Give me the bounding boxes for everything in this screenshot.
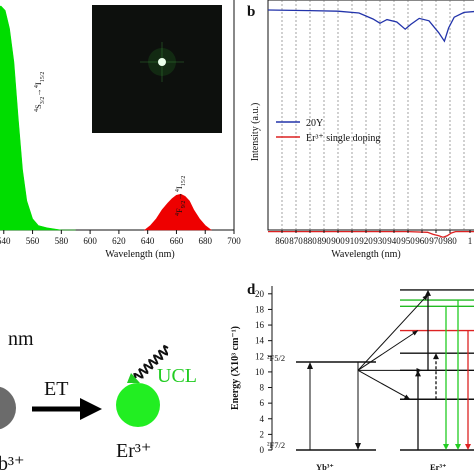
panel-b-x-label: Wavelength (nm) (331, 249, 400, 260)
energy-transfer-arrowhead (404, 394, 410, 400)
panel-b-x-tick-label: 880 (303, 236, 317, 246)
panel-c-nm-label: nm (8, 328, 34, 350)
panel-d-y-tick-label: 2 (260, 429, 265, 439)
yb-level-ground-label: ²F7/2 (267, 440, 285, 450)
panel-b-x-tick-label: 910 (345, 236, 359, 246)
er-ion-sphere (116, 383, 160, 427)
yb-level-excited-label: ²F5/2 (267, 353, 285, 363)
emission-wave-arrowhead (127, 373, 140, 383)
panel-b-series-er-single-line (268, 230, 474, 238)
panel-b-series (267, 9, 474, 238)
annotation-red-transition: 4F9/2→4I15/2 (174, 176, 187, 216)
panel-b-x-tick-label: 930 (373, 236, 387, 246)
legend-label-er: Er³⁺ single doping (306, 133, 380, 144)
yb-transfer-arrowhead (355, 443, 361, 450)
panel-b-x-tick-label: 960 (415, 236, 429, 246)
er-transition-arrowhead (443, 444, 449, 450)
panel-b-x-tick-label: 970 (429, 236, 443, 246)
panel-b-x-tick-label: 890 (317, 236, 331, 246)
legend-label-20y: 20Y (306, 118, 323, 129)
panel-d-y-tick-label: 6 (260, 398, 265, 408)
energy-transfer-line (357, 330, 419, 371)
panel-a-x-tick-label: 600 (83, 236, 97, 246)
energy-transfer-arrows (357, 289, 471, 450)
panel-b-series-20y-line (267, 9, 474, 43)
er-ion-label: Er³⁺ (116, 440, 151, 462)
panel-a-series (0, 5, 212, 231)
yb-absorption-arrowhead (307, 362, 313, 369)
energy-transfer-arrowhead (422, 294, 428, 301)
panel-d-y-tick-label: 12 (255, 351, 264, 361)
panel-a-x-tick-label: 560 (26, 236, 40, 246)
panel-b-dashed-grid (281, 0, 465, 230)
yb-ion-sphere (0, 386, 16, 430)
panel-b-x-tick-label: 860 (275, 236, 289, 246)
er-transition-arrowhead (415, 370, 421, 377)
panel-b-x-tick-label: 1 (468, 236, 473, 246)
et-arrow-head (80, 398, 102, 420)
energy-transfer-line (357, 369, 411, 400)
panel-d-y-tick-label: 0 (260, 445, 265, 455)
yb-ion-label: b³⁺ (0, 453, 25, 474)
panel-b-absorption-spectrum: b 860 870 880 890 900 910 920 930 940 950 960 970 98… (247, 0, 474, 260)
inset-luminescent-spot (158, 58, 166, 66)
panel-d-y-tick-label: 14 (255, 336, 265, 346)
er-transition-arrowhead (465, 444, 471, 450)
energy-transfer-line (357, 294, 429, 371)
annotation-green-transition: 4S3/2→4I15/2 (33, 72, 46, 112)
panel-a-x-tick-label: 580 (55, 236, 69, 246)
panel-d-y-tick-label: 16 (255, 320, 265, 330)
panel-b-legend: 20Y Er³⁺ single doping (276, 118, 380, 144)
yb-species-label: Yb³⁺ (316, 462, 334, 472)
panel-a-x-tick-label: 540 (0, 236, 11, 246)
panel-d-y-tick-label: 8 (260, 383, 265, 393)
panel-b-letter: b (247, 4, 255, 20)
panel-d-y-tick-label: 10 (255, 367, 265, 377)
panel-d-y-tick-label: 20 (255, 289, 265, 299)
panel-b-x-tick-label: 950 (401, 236, 415, 246)
panel-b-frame (267, 0, 474, 231)
emission-wave (133, 344, 169, 379)
panel-b-x-ticks: 860 870 880 890 900 910 920 930 940 950 960 970 980 1 (275, 230, 472, 246)
panel-a-series-red-area (143, 193, 212, 231)
panel-a-emission-spectrum: 540 560 580 600 620 640 660 680 700 Wavelength (… (0, 0, 241, 260)
panel-a-x-tick-label: 660 (170, 236, 184, 246)
panel-c-energy-transfer-schematic: nm b³⁺ ET Er³⁺ UCL (0, 328, 197, 474)
panel-d-y-ticks: 0 2 4 6 8 10 12 14 16 18 20 (255, 289, 272, 455)
er-species-label: Er³⁺ (430, 462, 446, 472)
panel-a-x-tick-label: 640 (141, 236, 155, 246)
panel-b-x-tick-label: 900 (331, 236, 345, 246)
panel-a-x-tick-label: 680 (198, 236, 212, 246)
panel-a-x-label: Wavelength (nm) (105, 249, 174, 260)
panel-b-x-tick-label: 870 (289, 236, 303, 246)
er-transition-arrowhead (455, 444, 461, 450)
energy-transfer-arrowhead (412, 330, 418, 336)
panel-d-letter: d (247, 282, 256, 298)
panel-b-x-tick-label: 920 (359, 236, 373, 246)
panel-d-y-tick-label: 4 (260, 414, 265, 424)
panel-d-energy-level-diagram: d 0 2 4 6 8 10 12 14 16 18 20 Energy (X10³ cm⁻¹) ²… (230, 282, 474, 472)
panel-d-y-tick-label: 18 (255, 304, 265, 314)
panel-b-x-tick-label: 940 (387, 236, 401, 246)
et-label: ET (44, 378, 68, 400)
panel-b-y-label: Intensity (a.u.) (250, 103, 261, 162)
panel-a-x-tick-label: 620 (112, 236, 126, 246)
ucl-label: UCL (157, 365, 197, 387)
panel-d-y-label: Energy (X10³ cm⁻¹) (230, 326, 241, 410)
panel-a-inset-photo (92, 5, 222, 133)
er-transition-arrowhead (425, 289, 431, 296)
panel-a-x-ticks: 540 560 580 600 620 640 660 680 700 (0, 230, 241, 246)
panel-b-x-tick-label: 980 (443, 236, 457, 246)
panel-a-x-tick-label: 700 (227, 236, 241, 246)
panel-a-series-green-area (0, 5, 76, 231)
er-transition-arrowhead (433, 353, 439, 360)
